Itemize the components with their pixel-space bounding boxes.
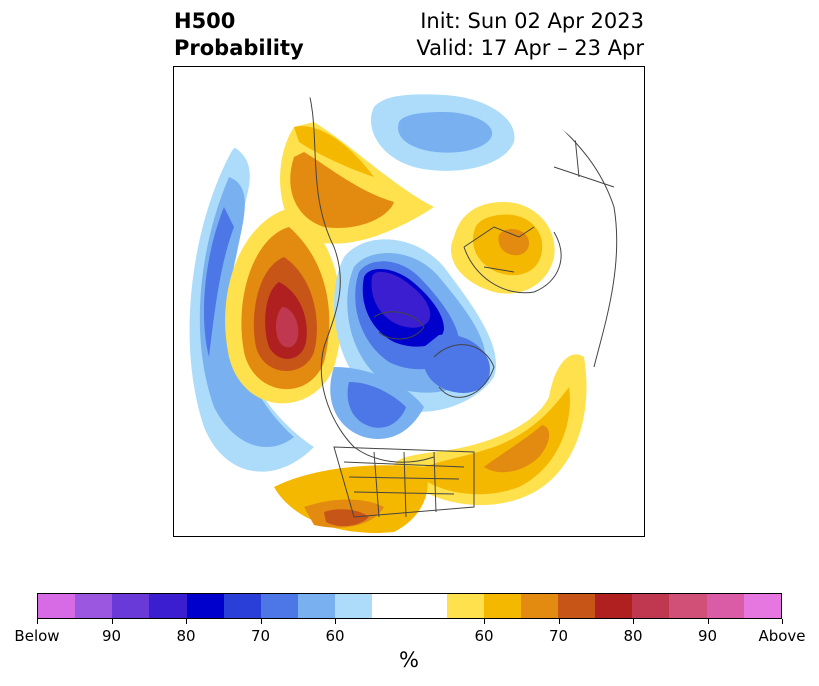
anomaly-pacific-warm-5 bbox=[276, 307, 299, 348]
colorbar bbox=[37, 593, 782, 619]
anomaly-us-warm-3 bbox=[324, 509, 369, 527]
colorbar-segment bbox=[223, 594, 261, 618]
colorbar-segment bbox=[632, 594, 670, 618]
colorbar-tick-label: 90 bbox=[101, 627, 122, 645]
colorbar-tick-mark bbox=[707, 619, 709, 624]
valid-range: Valid: 17 Apr – 23 Apr bbox=[416, 36, 644, 60]
colorbar-segment bbox=[38, 594, 76, 618]
colorbar-segment bbox=[186, 594, 224, 618]
colorbar-tick-mark bbox=[37, 619, 38, 624]
colorbar-tick-mark bbox=[186, 619, 187, 624]
colorbar-tick-mark bbox=[484, 619, 485, 624]
colorbar-segment bbox=[743, 594, 781, 618]
colorbar-tick-mark bbox=[335, 619, 336, 624]
anomaly-labrador-cold bbox=[422, 334, 490, 393]
probability-map bbox=[173, 66, 645, 537]
colorbar-tick-mark bbox=[633, 619, 634, 624]
colorbar-segment bbox=[483, 594, 521, 618]
colorbar-tick-label: 80 bbox=[623, 627, 643, 645]
coastlines bbox=[303, 77, 618, 518]
title-line-1: H500 bbox=[174, 9, 236, 33]
colorbar-tick-mark bbox=[558, 619, 560, 624]
colorbar-segment bbox=[260, 594, 298, 618]
map-graphic bbox=[174, 77, 644, 536]
colorbar-tick-label: Above bbox=[758, 627, 806, 645]
colorbar-segment bbox=[446, 594, 484, 618]
colorbar-segment bbox=[372, 594, 410, 618]
colorbar-tick-mark bbox=[260, 619, 262, 624]
anomaly-siberia-cold-2 bbox=[398, 112, 493, 153]
colorbar-segment bbox=[297, 594, 336, 618]
colorbar-segment bbox=[335, 594, 373, 618]
colorbar-tick-label: 70 bbox=[548, 627, 569, 645]
colorbar-unit: % bbox=[399, 648, 419, 672]
colorbar-tick-label: 60 bbox=[474, 627, 494, 645]
colorbar-segment bbox=[149, 594, 187, 618]
colorbar-tick-label: 70 bbox=[250, 627, 271, 645]
anomaly-canada-cold-2 bbox=[347, 382, 406, 428]
colorbar-segment bbox=[706, 594, 744, 618]
colorbar-segment bbox=[595, 594, 633, 618]
colorbar-tick-mark bbox=[782, 619, 783, 624]
colorbar-tick-label: Below bbox=[14, 627, 60, 645]
colorbar-segment bbox=[557, 594, 596, 618]
anomaly-atlantic-warm-2 bbox=[414, 387, 570, 495]
forecast-dates: Init: Sun 02 Apr 2023 Valid: 17 Apr – 23… bbox=[416, 8, 644, 62]
anomaly-arctic-cold-5 bbox=[371, 271, 431, 328]
colorbar-segment bbox=[669, 594, 707, 618]
anomaly-west-blue-core bbox=[204, 207, 234, 357]
colorbar-segment bbox=[112, 594, 150, 618]
anomaly-atlantic-warm-3 bbox=[484, 425, 550, 473]
colorbar-tick-label: 60 bbox=[325, 627, 345, 645]
title-line-2: Probability bbox=[174, 36, 304, 60]
init-date: Init: Sun 02 Apr 2023 bbox=[420, 9, 644, 33]
colorbar-tick-label: 80 bbox=[176, 627, 196, 645]
colorbar-segment bbox=[409, 594, 447, 618]
colorbar-segment bbox=[520, 594, 558, 618]
colorbar-segment bbox=[75, 594, 113, 618]
map-title: H500 Probability bbox=[174, 8, 304, 62]
colorbar-tick-label: 90 bbox=[697, 627, 718, 645]
colorbar-tick-mark bbox=[111, 619, 113, 624]
